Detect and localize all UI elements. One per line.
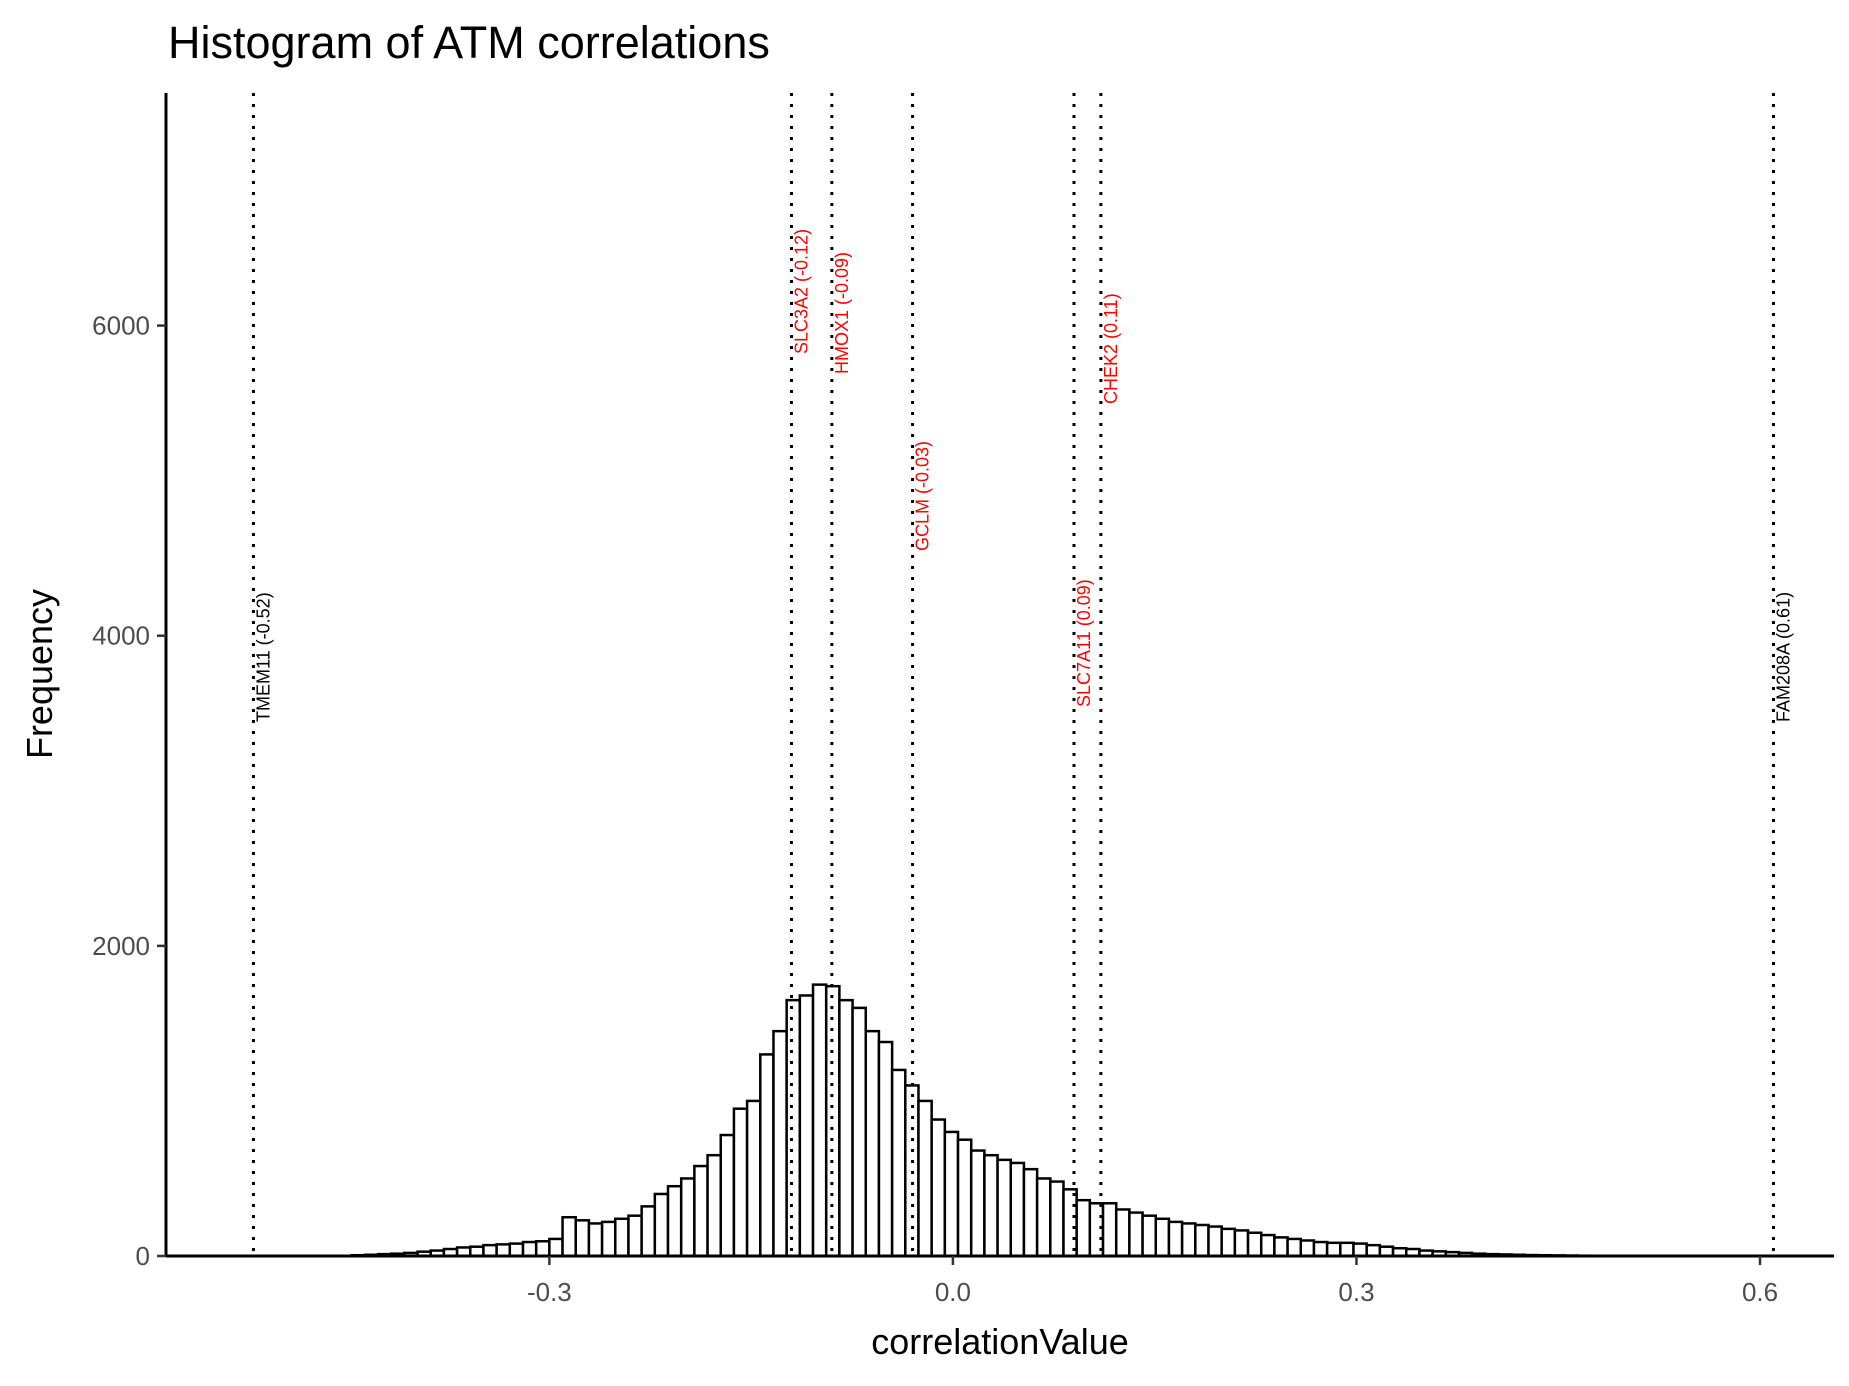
histogram-bar	[708, 1155, 721, 1256]
histogram-bar	[1063, 1189, 1076, 1256]
x-tick-label: 0.6	[1742, 1277, 1778, 1307]
histogram-bar	[602, 1222, 615, 1256]
histogram-bar	[1129, 1213, 1142, 1256]
histogram-bar	[747, 1101, 760, 1256]
x-axis-title: correlationValue	[871, 1321, 1128, 1362]
histogram-bar	[721, 1135, 734, 1256]
reference-line-label: GCLM (-0.03)	[913, 441, 933, 551]
histogram-bar	[615, 1219, 628, 1256]
histogram-bar	[1367, 1245, 1380, 1256]
histogram-bar	[1261, 1235, 1274, 1256]
histogram-bar	[1037, 1178, 1050, 1256]
histogram-bar	[549, 1239, 562, 1256]
x-tick-label: 0.3	[1338, 1277, 1374, 1307]
histogram-bar	[879, 1042, 892, 1256]
histogram-bar	[563, 1217, 576, 1256]
y-tick-label: 4000	[92, 621, 150, 651]
histogram-bar	[628, 1216, 641, 1256]
histogram-bar	[1301, 1240, 1314, 1256]
y-axis-ticks: 0 2000 4000 6000	[92, 311, 166, 1271]
histogram-bar	[1024, 1169, 1037, 1256]
reference-line-label: SLC7A11 (0.09)	[1074, 579, 1094, 707]
histogram-bar	[1209, 1227, 1222, 1256]
reference-line-label: TMEM11 (-0.52)	[253, 592, 273, 722]
histogram-bar	[734, 1109, 747, 1256]
y-tick-label: 0	[136, 1241, 150, 1271]
histogram-bar	[984, 1155, 997, 1256]
y-axis-title: Frequency	[19, 589, 60, 759]
histogram-bar	[760, 1054, 773, 1256]
histogram-bar	[839, 1000, 852, 1256]
histogram-bar	[800, 995, 813, 1256]
histogram-bar	[998, 1160, 1011, 1256]
histogram-bar	[1011, 1163, 1024, 1256]
histogram-bar	[1050, 1182, 1063, 1256]
reference-line-label: HMOX1 (-0.09)	[832, 252, 852, 374]
histogram-bar	[945, 1132, 958, 1256]
histogram-bar	[1103, 1203, 1116, 1256]
histogram-bar	[1248, 1233, 1261, 1256]
histogram-bar	[1222, 1229, 1235, 1256]
histogram-bar	[668, 1186, 681, 1256]
histogram-bar	[497, 1244, 510, 1256]
histogram-bar	[1182, 1223, 1195, 1256]
histogram-bar	[694, 1166, 707, 1256]
histogram-bar	[1156, 1219, 1169, 1256]
reference-lines-layer: TMEM11 (-0.52) SLC3A2 (-0.12) HMOX1 (-0.09…	[253, 93, 1793, 1256]
histogram-bar	[918, 1101, 931, 1256]
histogram-bar	[971, 1151, 984, 1256]
histogram-bar	[905, 1085, 918, 1256]
x-tick-label: 0.0	[935, 1277, 971, 1307]
histogram-bar	[1288, 1239, 1301, 1256]
histogram-bar	[655, 1194, 668, 1256]
histogram-bar	[1116, 1209, 1129, 1256]
histogram-bar	[813, 985, 826, 1256]
histogram-bar	[642, 1206, 655, 1256]
histogram-bar	[787, 1000, 800, 1256]
histogram-bar	[536, 1241, 549, 1256]
histogram-bar	[1169, 1222, 1182, 1256]
histogram-bar	[1340, 1243, 1353, 1256]
histogram-bar	[853, 1008, 866, 1256]
histogram-bar	[892, 1070, 905, 1256]
histogram-bar	[681, 1178, 694, 1256]
histogram-bar	[576, 1220, 589, 1256]
histogram-bar	[483, 1245, 496, 1256]
x-tick-label: -0.3	[527, 1277, 572, 1307]
histogram-bar	[1235, 1230, 1248, 1256]
reference-line-label: SLC3A2 (-0.12)	[792, 229, 812, 354]
chart-title: Histogram of ATM correlations	[168, 17, 770, 68]
histogram-bar	[1314, 1242, 1327, 1256]
histogram-bar	[1327, 1243, 1340, 1256]
histogram-bar	[510, 1244, 523, 1256]
histogram-bar	[1274, 1237, 1287, 1256]
histogram-bar	[932, 1120, 945, 1256]
histogram-bar	[1143, 1216, 1156, 1256]
reference-line-label: CHEK2 (0.11)	[1101, 293, 1121, 404]
histogram-bar	[1195, 1225, 1208, 1256]
reference-line-label: FAM208A (0.61)	[1773, 592, 1793, 722]
histogram-bar	[1077, 1200, 1090, 1256]
y-tick-label: 6000	[92, 311, 150, 341]
y-tick-label: 2000	[92, 931, 150, 961]
histogram-bar	[1354, 1244, 1367, 1256]
histogram-bar	[589, 1223, 602, 1256]
histogram-bar	[773, 1031, 786, 1256]
bars-layer	[352, 985, 1604, 1256]
x-axis-ticks: -0.3 0.0 0.3 0.6	[527, 1256, 1778, 1307]
histogram-bar	[523, 1242, 536, 1256]
histogram-bar	[958, 1140, 971, 1256]
histogram-bar	[866, 1031, 879, 1256]
